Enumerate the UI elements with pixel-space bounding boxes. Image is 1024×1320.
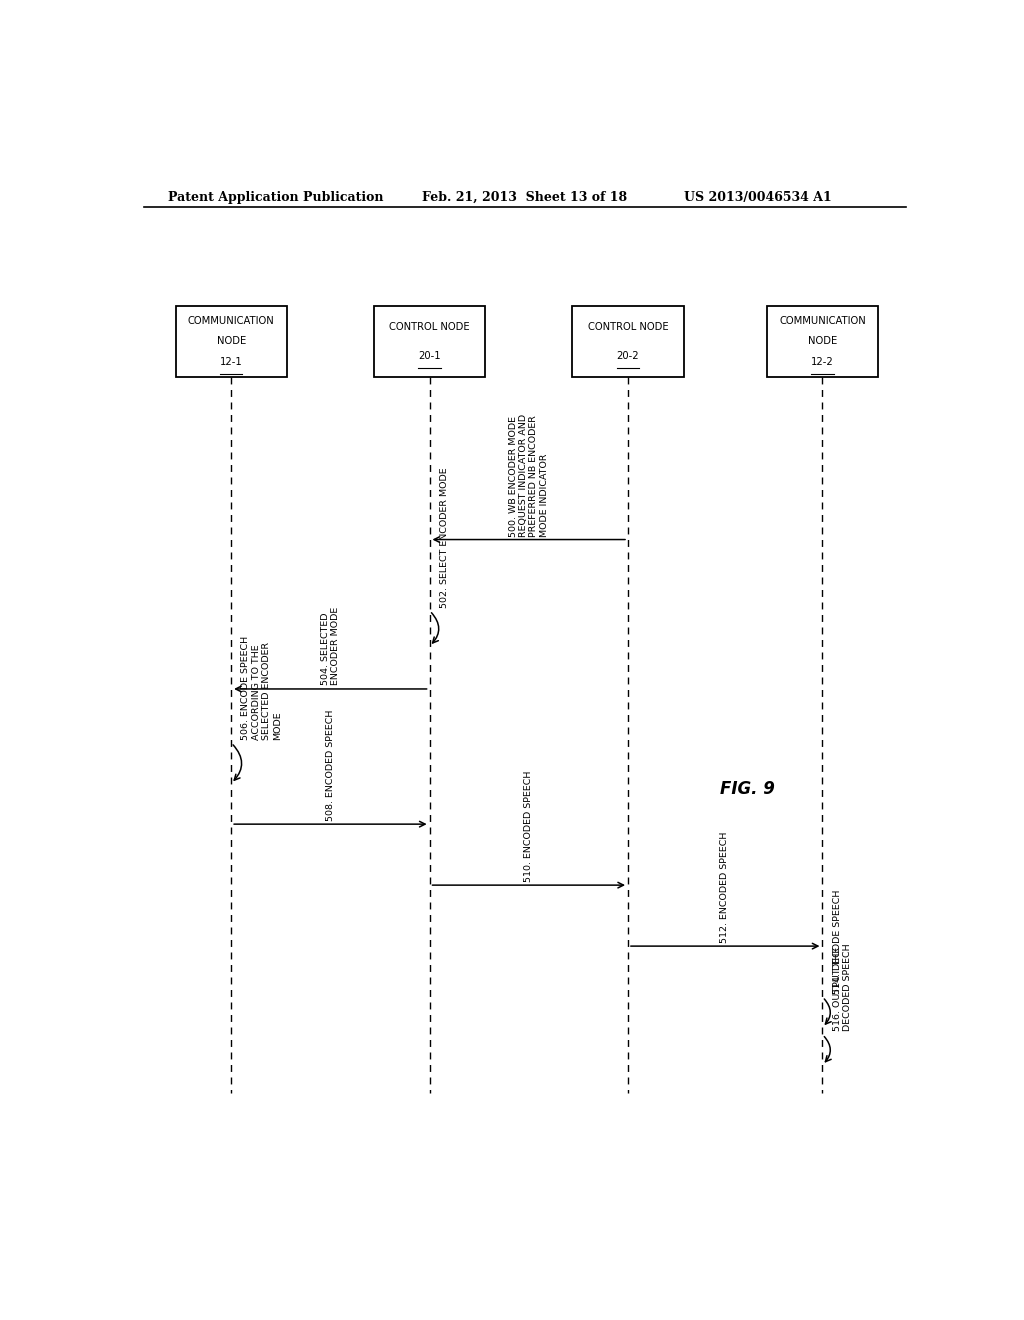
Bar bbox=[572, 306, 684, 378]
Text: 500. WB ENCODER MODE
REQUEST INDICATOR AND
PREFERRED NB ENCODER
MODE INDICATOR: 500. WB ENCODER MODE REQUEST INDICATOR A… bbox=[509, 413, 549, 536]
Text: 12-1: 12-1 bbox=[220, 356, 243, 367]
Text: 516. OUTPUT THE
DECODED SPEECH: 516. OUTPUT THE DECODED SPEECH bbox=[833, 944, 852, 1031]
Text: CONTROL NODE: CONTROL NODE bbox=[588, 322, 669, 333]
Text: 514. DECODE SPEECH: 514. DECODE SPEECH bbox=[833, 890, 842, 994]
Text: CONTROL NODE: CONTROL NODE bbox=[389, 322, 470, 333]
Text: 510. ENCODED SPEECH: 510. ENCODED SPEECH bbox=[524, 771, 534, 882]
Text: NODE: NODE bbox=[808, 337, 837, 346]
Text: Patent Application Publication: Patent Application Publication bbox=[168, 191, 383, 203]
Text: 512. ENCODED SPEECH: 512. ENCODED SPEECH bbox=[720, 832, 729, 942]
Text: US 2013/0046534 A1: US 2013/0046534 A1 bbox=[684, 191, 831, 203]
Text: 12-2: 12-2 bbox=[811, 356, 834, 367]
Bar bbox=[767, 306, 878, 378]
Text: COMMUNICATION: COMMUNICATION bbox=[187, 315, 274, 326]
Text: 506. ENCODE SPEECH
ACCORDING TO THE
SELECTED ENCODER
MODE: 506. ENCODE SPEECH ACCORDING TO THE SELE… bbox=[242, 636, 282, 739]
Bar bbox=[176, 306, 287, 378]
Text: 20-2: 20-2 bbox=[616, 351, 639, 360]
Text: 502. SELECT ENCODER MODE: 502. SELECT ENCODER MODE bbox=[440, 467, 449, 607]
Text: COMMUNICATION: COMMUNICATION bbox=[779, 315, 865, 326]
Text: NODE: NODE bbox=[216, 337, 246, 346]
Bar bbox=[374, 306, 485, 378]
Text: FIG. 9: FIG. 9 bbox=[720, 780, 774, 797]
Text: 504. SELECTED
ENCODER MODE: 504. SELECTED ENCODER MODE bbox=[321, 607, 340, 685]
Text: Feb. 21, 2013  Sheet 13 of 18: Feb. 21, 2013 Sheet 13 of 18 bbox=[422, 191, 627, 203]
Text: 508. ENCODED SPEECH: 508. ENCODED SPEECH bbox=[326, 710, 335, 821]
Text: 20-1: 20-1 bbox=[418, 351, 441, 360]
